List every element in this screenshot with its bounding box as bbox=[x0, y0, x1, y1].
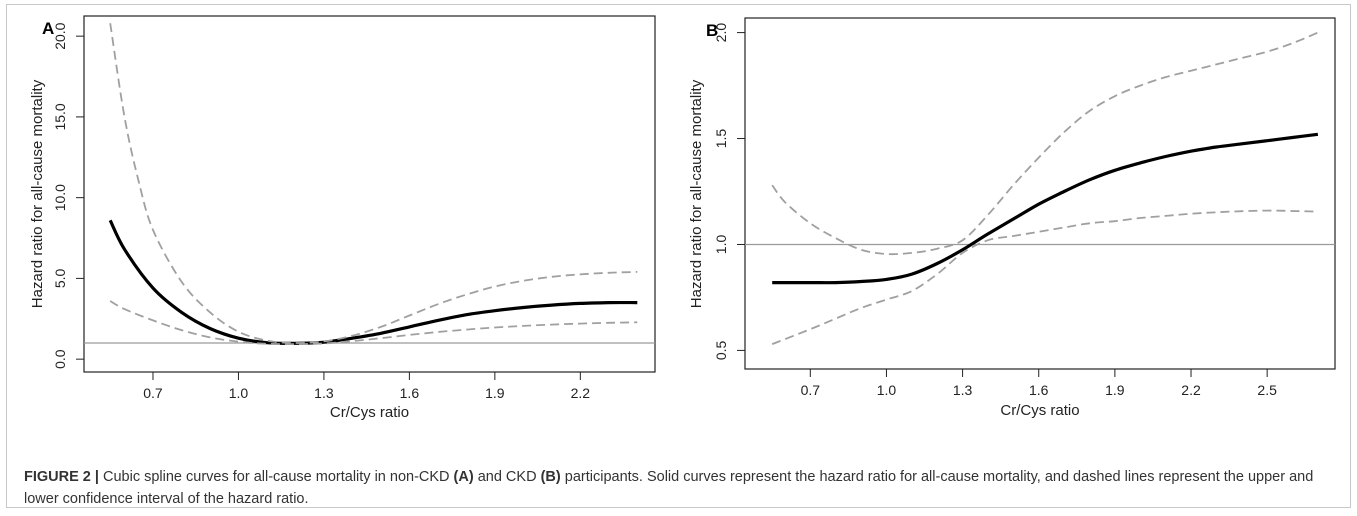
figure-plots: A 0.7 1.0 1.3 1.6 1.9 2.2 0.0 5.0 10.0 15.0 20.0 Cr/… bbox=[29, 15, 1336, 421]
series-line-lower-ci bbox=[109, 300, 638, 346]
y-tick-label: 15.0 bbox=[52, 103, 68, 130]
x-tick-label: 1.3 bbox=[953, 382, 973, 398]
figure-caption: FIGURE 2 | Cubic spline curves for all-c… bbox=[24, 466, 1334, 510]
y-tick-label: 5.0 bbox=[52, 268, 68, 288]
x-axis-title: Cr/Cys ratio bbox=[1000, 402, 1079, 419]
figure-frame bbox=[6, 4, 1351, 508]
y-tick-label: 0.0 bbox=[52, 349, 68, 369]
y-tick-label: 1.0 bbox=[713, 235, 729, 255]
y-axis-title: Hazard ratio for all-cause mortality bbox=[688, 79, 705, 308]
plot-box bbox=[744, 17, 1336, 370]
x-tick-label: 2.2 bbox=[1181, 382, 1201, 398]
y-tick-label: 20.0 bbox=[52, 22, 68, 49]
panel-letter-b: B bbox=[706, 21, 718, 40]
x-tick-label: 1.6 bbox=[1029, 382, 1049, 398]
panel-letter-a: A bbox=[42, 19, 54, 38]
x-tick-label: 1.0 bbox=[229, 385, 249, 401]
x-axis-title: Cr/Cys ratio bbox=[330, 404, 409, 421]
x-tick-label: 2.5 bbox=[1257, 382, 1277, 398]
x-tick-label: 0.7 bbox=[801, 382, 821, 398]
caption-part2: and CKD bbox=[473, 469, 541, 485]
x-tick-label: 2.2 bbox=[571, 385, 591, 401]
x-tick-label: 1.6 bbox=[400, 385, 420, 401]
caption-ref-b: (B) bbox=[540, 469, 561, 485]
series-line-hazard-ratio bbox=[772, 132, 1319, 285]
y-tick-label: 2.0 bbox=[713, 23, 729, 43]
caption-label: FIGURE 2 | bbox=[24, 469, 99, 485]
x-tick-label: 1.3 bbox=[314, 385, 334, 401]
series-line-hazard-ratio bbox=[108, 219, 638, 345]
x-tick-label: 1.9 bbox=[1105, 382, 1125, 398]
series-line-upper-ci bbox=[109, 23, 638, 344]
panel-b: B 0.7 1.0 1.3 1.6 1.9 2.2 2.5 0.5 1.0 1.5 2.0 Cr/Cys… bbox=[688, 17, 1336, 419]
y-tick-label: 1.5 bbox=[713, 129, 729, 149]
x-tick-label: 0.7 bbox=[143, 385, 163, 401]
series-line-upper-ci bbox=[771, 31, 1319, 256]
series-line-lower-ci bbox=[771, 209, 1318, 345]
caption-ref-a: (A) bbox=[453, 469, 474, 485]
plot-box bbox=[83, 15, 656, 373]
caption-part3: participants. Solid curves represent the… bbox=[24, 469, 1314, 507]
panel-a: A 0.7 1.0 1.3 1.6 1.9 2.2 0.0 5.0 10.0 15.0 20.0 Cr/… bbox=[29, 15, 656, 421]
x-tick-label: 1.0 bbox=[877, 382, 897, 398]
y-tick-label: 10.0 bbox=[52, 184, 68, 211]
y-tick-label: 0.5 bbox=[713, 340, 729, 360]
x-tick-label: 1.9 bbox=[485, 385, 505, 401]
y-axis-title: Hazard ratio for all-cause mortality bbox=[29, 79, 46, 308]
caption-part1: Cubic spline curves for all-cause mortal… bbox=[98, 469, 454, 485]
